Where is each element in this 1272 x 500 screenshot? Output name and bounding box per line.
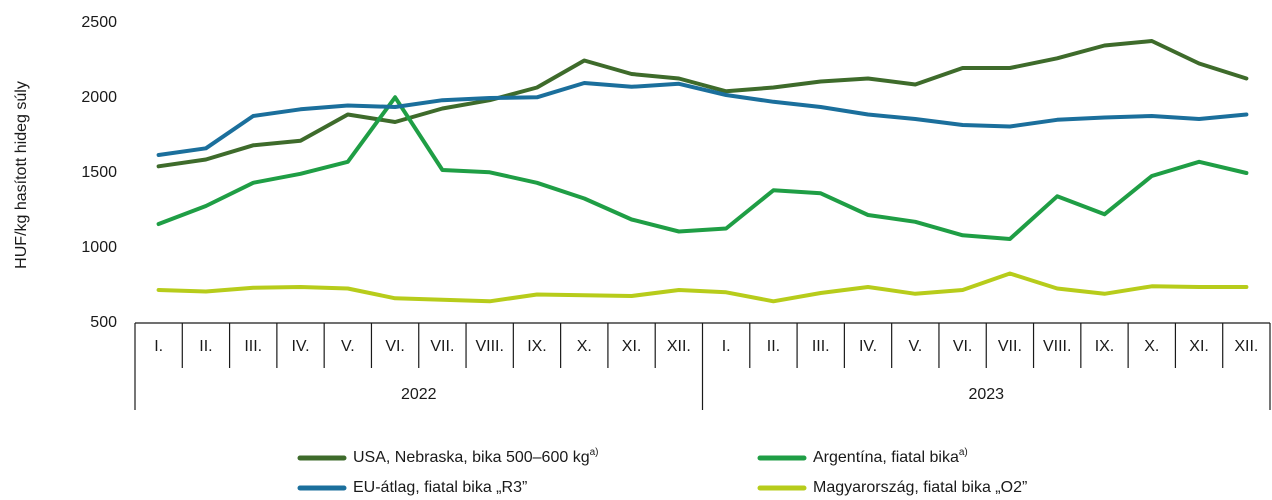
x-tick-label: IX. <box>1095 338 1115 355</box>
legend-note: a) <box>959 447 968 458</box>
legend-name: Magyarország, fiatal bika „O2” <box>813 479 1027 496</box>
series-line <box>156 271 1249 304</box>
y-tick-label: 1500 <box>81 164 117 181</box>
x-tick-label: III. <box>244 338 262 355</box>
legend-label: Argentína, fiatal bikaa) <box>813 447 968 467</box>
y-tick-label: 500 <box>90 314 117 331</box>
x-tick-label: I. <box>154 338 163 355</box>
x-tick-label: X. <box>577 338 592 355</box>
series-line <box>156 95 1249 241</box>
legend-label: Magyarország, fiatal bika „O2” <box>813 479 1027 496</box>
series-line <box>156 81 1249 157</box>
legend-name: USA, Nebraska, bika 500–600 kg <box>353 449 590 466</box>
x-tick-label: V. <box>908 338 922 355</box>
legend-name: Argentína, fiatal bika <box>813 449 959 466</box>
series-line <box>156 39 1249 169</box>
x-tick-label: VIII. <box>475 338 503 355</box>
x-tick-label: III. <box>812 338 830 355</box>
x-tick-label: XII. <box>1234 338 1258 355</box>
x-tick-label: IV. <box>291 338 309 355</box>
x-tick-label: II. <box>199 338 212 355</box>
x-tick-label: VII. <box>998 338 1022 355</box>
x-tick-label: XI. <box>1189 338 1209 355</box>
x-tick-label: I. <box>722 338 731 355</box>
legend-name: EU-átlag, fiatal bika „R3” <box>353 479 527 496</box>
group-label: 2023 <box>968 386 1004 403</box>
x-tick-label: IV. <box>859 338 877 355</box>
group-label: 2022 <box>401 386 437 403</box>
x-tick-label: II. <box>767 338 780 355</box>
x-tick-label: VIII. <box>1043 338 1071 355</box>
y-axis-label: HUF/kg hasított hideg súly <box>13 81 30 269</box>
legend-label: USA, Nebraska, bika 500–600 kga) <box>353 447 599 467</box>
x-tick-label: V. <box>341 338 355 355</box>
y-tick-label: 2500 <box>81 14 117 31</box>
x-tick-label: XI. <box>622 338 642 355</box>
legend-label: EU-átlag, fiatal bika „R3” <box>353 479 527 496</box>
x-tick-label: X. <box>1144 338 1159 355</box>
y-tick-label: 1000 <box>81 239 117 256</box>
y-tick-label: 2000 <box>81 89 117 106</box>
x-tick-label: XII. <box>667 338 691 355</box>
x-tick-label: VII. <box>430 338 454 355</box>
x-tick-label: IX. <box>527 338 547 355</box>
x-tick-label: VI. <box>953 338 973 355</box>
legend-note: a) <box>590 447 599 458</box>
x-tick-label: VI. <box>385 338 405 355</box>
